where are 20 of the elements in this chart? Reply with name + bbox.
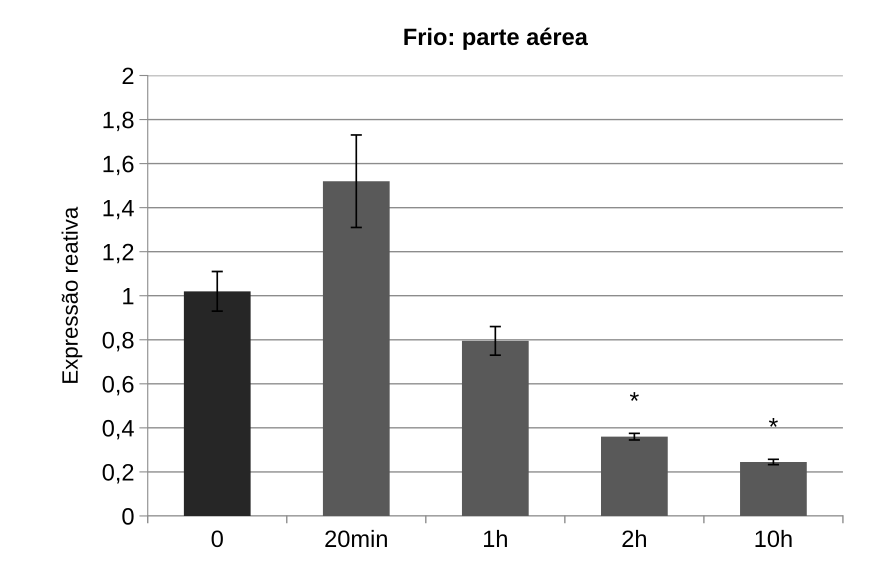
x-tick-label: 2h: [622, 530, 646, 547]
data-label: *: [768, 418, 778, 427]
x-tick-label: 10h: [756, 530, 792, 548]
x-tick-label: 20min: [325, 530, 387, 548]
y-tick-label: 1,2: [104, 244, 134, 264]
y-tick-label: 0,6: [102, 376, 134, 396]
y-tick-label: 1,4: [104, 200, 134, 220]
y-tick-label: 0: [122, 508, 134, 525]
y-tick-label: 1,8: [104, 112, 134, 132]
y-axis-title: Expressão reativa: [62, 206, 82, 383]
x-tick-label: 0: [212, 530, 223, 548]
data-label: *: [630, 392, 639, 401]
y-tick-label: 2: [122, 68, 134, 84]
y-tick-label: 0,4: [102, 420, 134, 440]
y-tick-label: 0,8: [102, 332, 134, 352]
x-tick-label: 1h: [484, 530, 507, 547]
y-tick-label: 1: [123, 288, 134, 304]
y-tick-label: 1,6: [104, 156, 134, 176]
chart-title: Frio: parte aérea: [404, 28, 588, 50]
y-tick-label: 0,2: [102, 464, 134, 484]
